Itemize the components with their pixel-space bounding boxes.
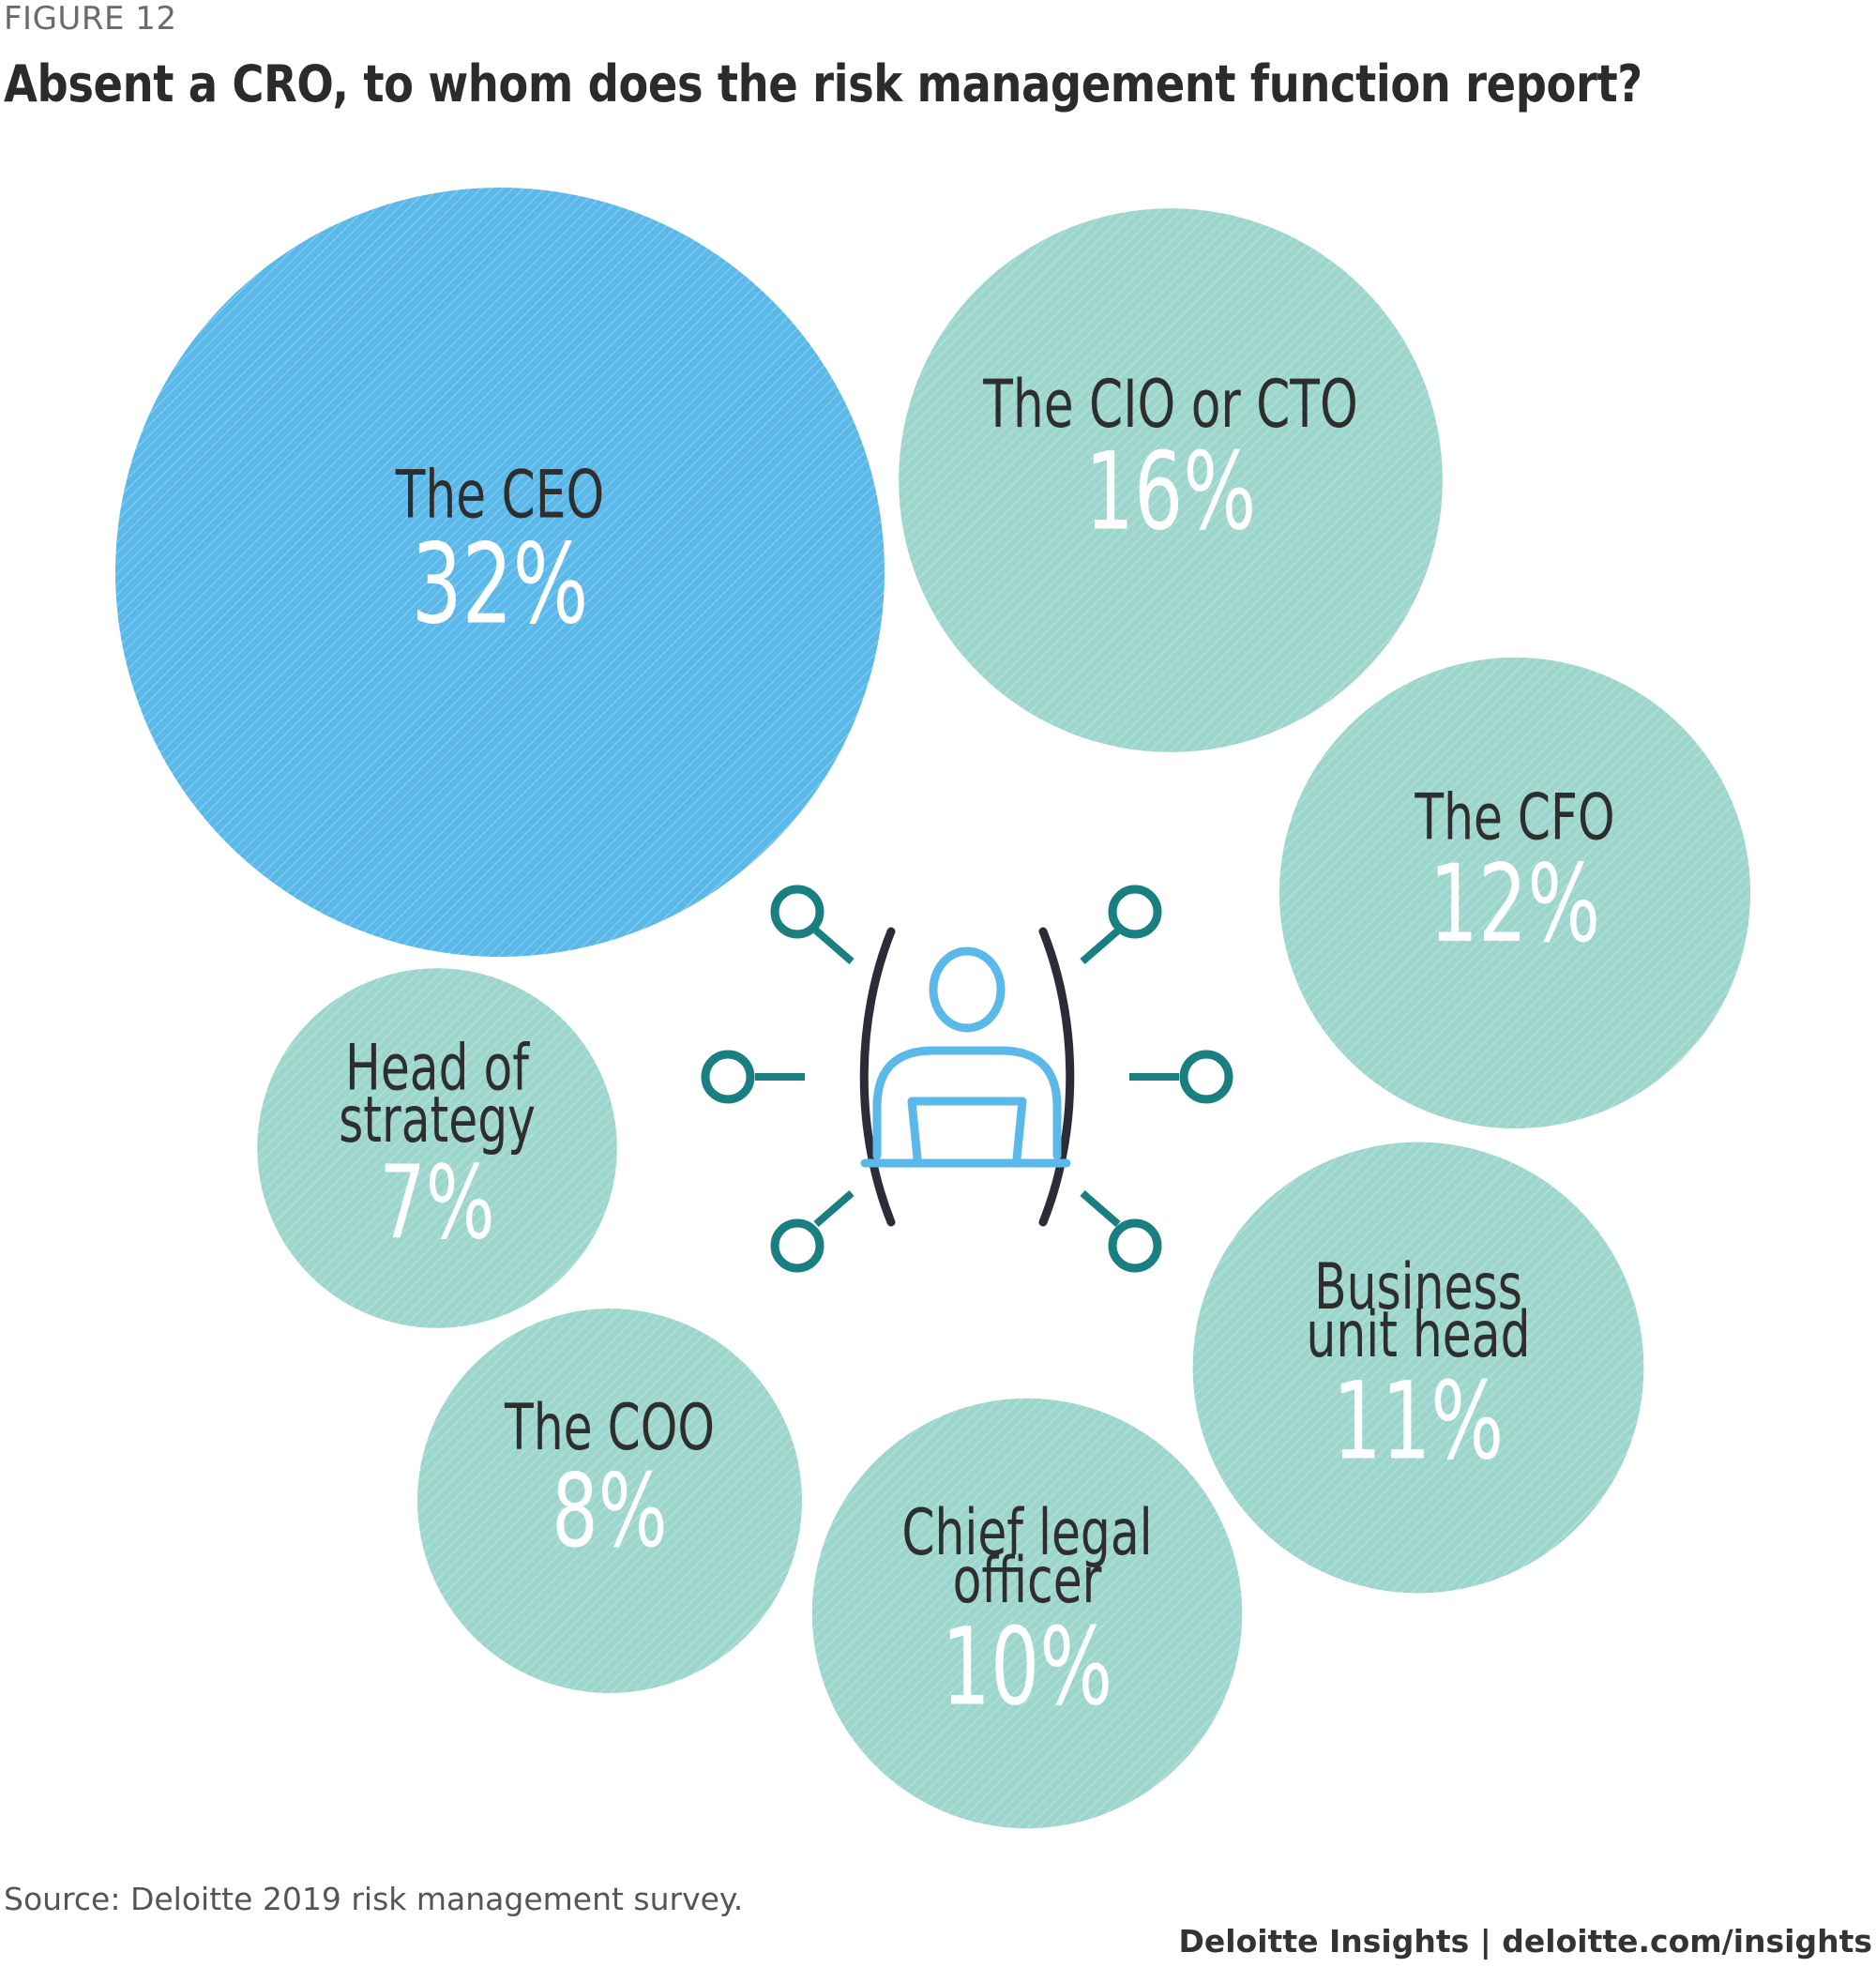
bubble-hatch-texture bbox=[115, 188, 885, 957]
bubble-hatch-texture bbox=[1192, 1142, 1644, 1594]
brand-url[interactable]: deloitte.com/insights bbox=[1502, 1923, 1872, 1959]
bubble-hatch-texture bbox=[811, 1398, 1243, 1829]
source-note: Source: Deloitte 2019 risk management su… bbox=[4, 1881, 744, 1917]
bubble-value: 12% bbox=[1430, 842, 1600, 966]
bubble-value: 16% bbox=[1085, 431, 1256, 554]
bubble-value: 8% bbox=[552, 1453, 667, 1570]
bubble-label: officer bbox=[953, 1544, 1102, 1619]
brand-footer: Deloitte Insights | deloitte.com/insight… bbox=[1178, 1923, 1872, 1959]
bubble-value: 32% bbox=[412, 522, 589, 650]
bubble-label: unit head bbox=[1306, 1298, 1530, 1373]
person-at-laptop-icon bbox=[860, 946, 1071, 1168]
brand-name: Deloitte Insights bbox=[1178, 1923, 1470, 1959]
right-bracket-arc bbox=[1038, 927, 1075, 1227]
brand-separator: | bbox=[1469, 1923, 1503, 1959]
bubble-label: Business bbox=[1314, 1249, 1522, 1324]
bubble-hatch-texture bbox=[257, 968, 617, 1328]
bubble-value: 7% bbox=[379, 1145, 494, 1263]
bubble-label: The CIO or CTO bbox=[982, 366, 1357, 443]
bubble-label: The CFO bbox=[1415, 780, 1615, 855]
bubble-hatch-texture bbox=[417, 1309, 802, 1693]
bubble-label: The COO bbox=[504, 1391, 715, 1466]
figure-label: FIGURE 12 bbox=[4, 0, 177, 38]
bubble-label: strategy bbox=[339, 1083, 536, 1158]
person-at-laptop-network-icon bbox=[701, 885, 1233, 1273]
bubble-hatch-texture bbox=[899, 208, 1443, 752]
chart-title: Absent a CRO, to whom does the risk mana… bbox=[4, 54, 1642, 113]
left-bracket-arc bbox=[859, 927, 896, 1227]
bubble-label: Head of bbox=[345, 1031, 531, 1106]
bubble-hatch-texture bbox=[1278, 657, 1751, 1129]
network-nodes bbox=[701, 885, 1233, 1273]
bubble-value: 10% bbox=[942, 1606, 1112, 1730]
bubble-value: 11% bbox=[1333, 1360, 1504, 1484]
bubble-label: Chief legal bbox=[901, 1495, 1152, 1570]
bubble-label: The CEO bbox=[395, 457, 604, 534]
